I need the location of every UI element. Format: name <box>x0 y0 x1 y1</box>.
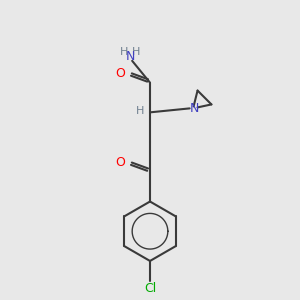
Text: O: O <box>115 156 125 170</box>
Text: N: N <box>125 50 135 63</box>
Text: H: H <box>120 47 128 57</box>
Text: N: N <box>190 102 199 115</box>
Text: H: H <box>136 106 144 116</box>
Text: Cl: Cl <box>144 282 156 295</box>
Text: O: O <box>115 67 125 80</box>
Text: H: H <box>132 47 140 57</box>
